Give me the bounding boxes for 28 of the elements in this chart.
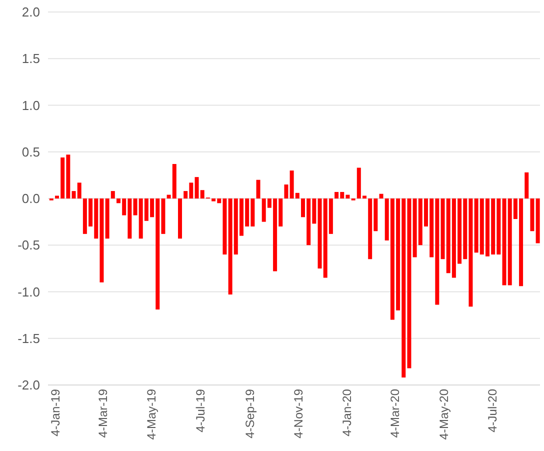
bar bbox=[536, 198, 540, 244]
y-tick-label: 0.5 bbox=[22, 144, 40, 160]
x-tick-label: 4-Mar-19 bbox=[96, 388, 110, 438]
x-tick-label: 4-Sep-19 bbox=[242, 388, 257, 438]
y-tick-label: -1.0 bbox=[18, 284, 40, 300]
x-tick-label: 4-Jul-19 bbox=[193, 388, 208, 432]
bar bbox=[524, 172, 529, 198]
bar bbox=[178, 198, 182, 239]
bar bbox=[284, 184, 288, 198]
x-tick-label: 4-Mar-20 bbox=[388, 388, 402, 438]
bar bbox=[530, 198, 534, 232]
y-tick-label: 1.0 bbox=[22, 98, 40, 113]
y-tick-label: 2.0 bbox=[22, 4, 40, 20]
y-tick-label: 1.5 bbox=[22, 51, 40, 66]
bar bbox=[110, 191, 115, 198]
y-tick-label: -0.5 bbox=[18, 238, 40, 253]
y-tick-label: -1.5 bbox=[18, 330, 40, 346]
x-tick-label: 4-Jul-20 bbox=[486, 388, 500, 432]
x-tick-label: 4-May-19 bbox=[144, 388, 159, 440]
bar bbox=[379, 194, 384, 198]
bar bbox=[256, 180, 260, 198]
x-tick-label: 4-Jan-19 bbox=[48, 388, 63, 436]
x-tick-label: 4-Nov-19 bbox=[292, 388, 306, 438]
x-tick-label: 4-Jan-20 bbox=[340, 388, 354, 436]
bar bbox=[105, 198, 110, 239]
y-tick-label: -2.0 bbox=[18, 378, 40, 393]
y-tick-label: 0.0 bbox=[22, 191, 40, 206]
x-tick-label: 4-May-20 bbox=[436, 388, 451, 440]
